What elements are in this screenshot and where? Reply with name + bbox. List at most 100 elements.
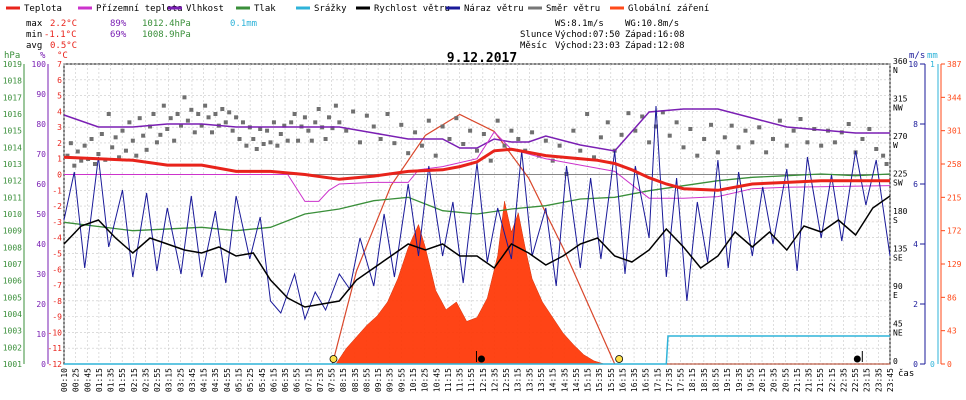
direction-point	[667, 133, 672, 138]
tick-time: 04:15	[200, 368, 209, 392]
direction-point	[82, 143, 87, 148]
direction-point	[585, 112, 590, 116]
tick-hpa: 1019	[3, 60, 22, 69]
tick-time: 18:55	[711, 368, 720, 392]
tick-hpa: 1017	[3, 93, 22, 102]
tick-time: 17:55	[677, 368, 686, 392]
direction-point	[113, 135, 118, 140]
tick-dir-label: W	[893, 141, 898, 150]
moon-set: Západ:12:08	[625, 41, 685, 51]
tick-time: 07:35	[316, 368, 325, 392]
tick-dir-label: NE	[893, 329, 903, 338]
tick-hpa: 1016	[3, 110, 22, 119]
pressure-line	[63, 173, 891, 232]
direction-point	[285, 138, 290, 143]
tick-time: 19:55	[746, 368, 755, 392]
legend-label: Náraz větru	[464, 4, 524, 14]
tick-hpa: 1014	[3, 143, 22, 152]
direction-point	[223, 120, 228, 125]
direction-point	[750, 140, 755, 145]
direction-point	[99, 132, 104, 136]
direction-point	[96, 152, 101, 156]
tick-hpa: 1002	[3, 343, 22, 352]
tick-time: 13:15	[514, 368, 523, 392]
direction-point	[327, 115, 332, 120]
tick-time: 01:15	[95, 368, 104, 392]
direction-point	[364, 113, 369, 118]
tick-dir-label: SE	[893, 254, 903, 263]
direction-point	[571, 128, 576, 133]
direction-point	[495, 118, 500, 123]
sunset-marker	[615, 355, 624, 363]
direction-point	[240, 120, 245, 125]
direction-point	[199, 123, 204, 128]
direction-point	[306, 128, 311, 133]
tick-hpa: 1008	[3, 243, 22, 252]
tick-temp: 1	[57, 155, 62, 164]
tick-time: 04:35	[211, 368, 220, 392]
direction-point	[302, 115, 307, 120]
direction-point	[258, 127, 263, 131]
tick-time: 08:55	[362, 368, 371, 392]
legend-item: Přízemní teplota	[78, 4, 183, 14]
direction-point	[206, 115, 211, 120]
legend-item: Náraz větru	[446, 4, 524, 14]
ground-temp-line	[64, 131, 891, 202]
direction-point	[605, 120, 610, 125]
direction-point	[251, 137, 256, 141]
tick-time: 08:35	[351, 368, 360, 392]
stats-min-hum: 69%	[110, 30, 127, 40]
direction-point	[578, 148, 583, 153]
direction-point	[72, 163, 77, 168]
direction-point	[516, 137, 521, 141]
tick-dir-deg: 360	[893, 57, 908, 66]
direction-point	[426, 118, 431, 123]
tick-pct: 20	[36, 300, 46, 309]
direction-point	[674, 120, 679, 125]
direction-point	[647, 140, 652, 145]
stats-max-temp: 2.2°C	[50, 19, 77, 29]
tick-time: 01:35	[107, 368, 116, 392]
direction-point	[502, 143, 507, 148]
direction-point	[265, 128, 270, 133]
tick-temp: -1	[52, 186, 62, 195]
direction-point	[378, 137, 383, 141]
direction-point	[791, 128, 796, 133]
tick-time: 16:35	[630, 368, 639, 392]
direction-point	[161, 103, 166, 108]
direction-point	[351, 109, 356, 114]
direction-point	[371, 124, 376, 129]
direction-point	[557, 143, 562, 148]
direction-point	[209, 130, 214, 135]
legend-label: Přízemní teplota	[96, 4, 183, 14]
tick-time: 15:15	[584, 368, 593, 392]
direction-point	[313, 120, 318, 125]
sun-label: Slunce	[520, 30, 553, 40]
direction-point	[530, 130, 535, 135]
tick-time: 14:15	[549, 368, 558, 392]
tick-hpa: 1004	[3, 310, 22, 319]
tick-hpa: 1006	[3, 277, 22, 286]
direction-point	[798, 117, 803, 121]
stats-max-label: max	[26, 19, 43, 29]
legend-label: Směr větru	[546, 4, 600, 14]
wind-wg: WG:10.8m/s	[625, 19, 679, 29]
direction-point	[227, 110, 232, 115]
tick-hpa: 1012	[3, 177, 22, 186]
direction-point	[764, 150, 769, 155]
tick-time: 22:55	[851, 368, 860, 392]
tick-temp: -6	[52, 265, 62, 274]
tick-time: 10:25	[421, 368, 430, 392]
tick-temp: -5	[52, 249, 62, 258]
axis-unit-time: čas	[898, 368, 914, 379]
tick-hpa: 1009	[3, 227, 22, 236]
stats-block: max 2.2°C 89% 1012.4hPa 0.1mm min -1.1°C…	[26, 19, 685, 51]
tick-time: 10:15	[409, 368, 418, 392]
tick-wind: 6	[913, 180, 918, 189]
tick-time: 03:15	[165, 368, 174, 392]
direction-point	[357, 140, 362, 145]
direction-point	[148, 124, 153, 129]
tick-pct: 10	[36, 330, 46, 339]
tick-time: 15:55	[607, 368, 616, 392]
